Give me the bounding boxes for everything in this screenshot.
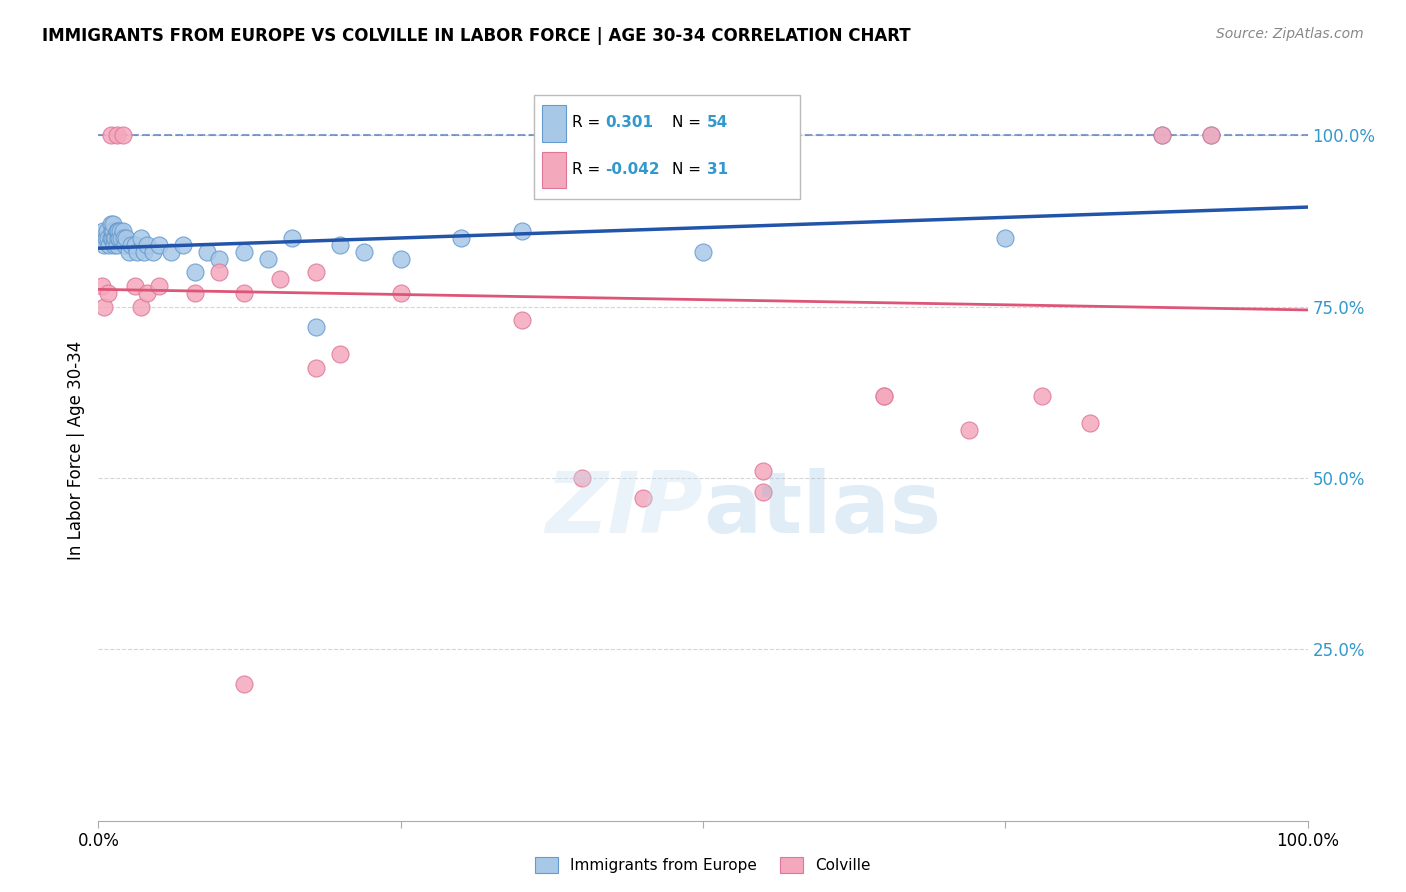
Point: [91, 224, 114, 238]
Point: [305, 361, 328, 376]
Point: [281, 231, 304, 245]
Point: [112, 231, 135, 245]
Point: [208, 265, 231, 279]
Point: [134, 244, 156, 259]
Point: [129, 231, 152, 245]
Point: [184, 265, 207, 279]
Text: ZIP: ZIP: [546, 468, 703, 551]
Point: [329, 237, 352, 252]
Point: [96, 224, 118, 238]
Point: [100, 231, 122, 245]
Point: [184, 285, 207, 300]
Point: [1199, 128, 1222, 142]
Point: [100, 128, 122, 142]
Text: Source: ZipAtlas.com: Source: ZipAtlas.com: [1216, 27, 1364, 41]
Point: [110, 231, 132, 245]
Point: [111, 224, 134, 238]
Point: [101, 224, 124, 238]
Point: [135, 237, 157, 252]
Point: [232, 244, 254, 259]
Point: [160, 244, 183, 259]
Point: [97, 285, 120, 300]
Point: [127, 244, 149, 259]
Point: [93, 300, 115, 314]
Point: [98, 237, 121, 252]
Point: [100, 224, 122, 238]
Point: [1199, 128, 1222, 142]
Point: [91, 279, 114, 293]
Point: [107, 224, 129, 238]
Point: [305, 320, 328, 334]
Point: [752, 464, 775, 478]
Point: [124, 279, 146, 293]
Point: [208, 252, 231, 266]
Point: [389, 285, 412, 300]
Point: [195, 244, 218, 259]
Point: [873, 389, 896, 403]
Point: [115, 231, 138, 245]
Point: [232, 676, 254, 690]
Point: [510, 313, 533, 327]
Point: [305, 265, 328, 279]
Point: [1031, 389, 1053, 403]
Point: [93, 237, 115, 252]
Point: [631, 491, 654, 506]
Point: [1152, 128, 1174, 142]
Point: [148, 237, 170, 252]
Point: [105, 224, 128, 238]
Point: [108, 231, 131, 245]
Point: [232, 285, 254, 300]
Point: [353, 244, 375, 259]
Point: [100, 231, 122, 245]
Point: [142, 244, 165, 259]
Point: [105, 237, 128, 252]
Point: [329, 347, 352, 361]
Point: [104, 231, 127, 245]
Point: [148, 279, 170, 293]
Text: IMMIGRANTS FROM EUROPE VS COLVILLE IN LABOR FORCE | AGE 30-34 CORRELATION CHART: IMMIGRANTS FROM EUROPE VS COLVILLE IN LA…: [42, 27, 911, 45]
Point: [135, 285, 157, 300]
Point: [91, 231, 114, 245]
Point: [692, 244, 714, 259]
Point: [269, 272, 291, 286]
Point: [256, 252, 278, 266]
Point: [100, 217, 122, 231]
Y-axis label: In Labor Force | Age 30-34: In Labor Force | Age 30-34: [66, 341, 84, 560]
Point: [450, 231, 472, 245]
Point: [124, 237, 146, 252]
Point: [129, 300, 152, 314]
Point: [101, 217, 124, 231]
Point: [1078, 416, 1101, 430]
Point: [873, 389, 896, 403]
Point: [103, 231, 125, 245]
Point: [957, 423, 980, 437]
Point: [510, 224, 533, 238]
Point: [752, 484, 775, 499]
Point: [1152, 128, 1174, 142]
Point: [103, 237, 125, 252]
Point: [994, 231, 1017, 245]
Point: [118, 244, 141, 259]
Point: [105, 128, 128, 142]
Point: [172, 237, 194, 252]
Point: [107, 231, 129, 245]
Point: [94, 231, 117, 245]
Point: [114, 237, 136, 252]
Point: [571, 471, 593, 485]
Point: [108, 224, 131, 238]
Point: [389, 252, 412, 266]
Point: [97, 231, 120, 245]
Point: [120, 237, 142, 252]
Legend: Immigrants from Europe, Colville: Immigrants from Europe, Colville: [529, 851, 877, 880]
Text: atlas: atlas: [703, 468, 941, 551]
Point: [111, 128, 134, 142]
